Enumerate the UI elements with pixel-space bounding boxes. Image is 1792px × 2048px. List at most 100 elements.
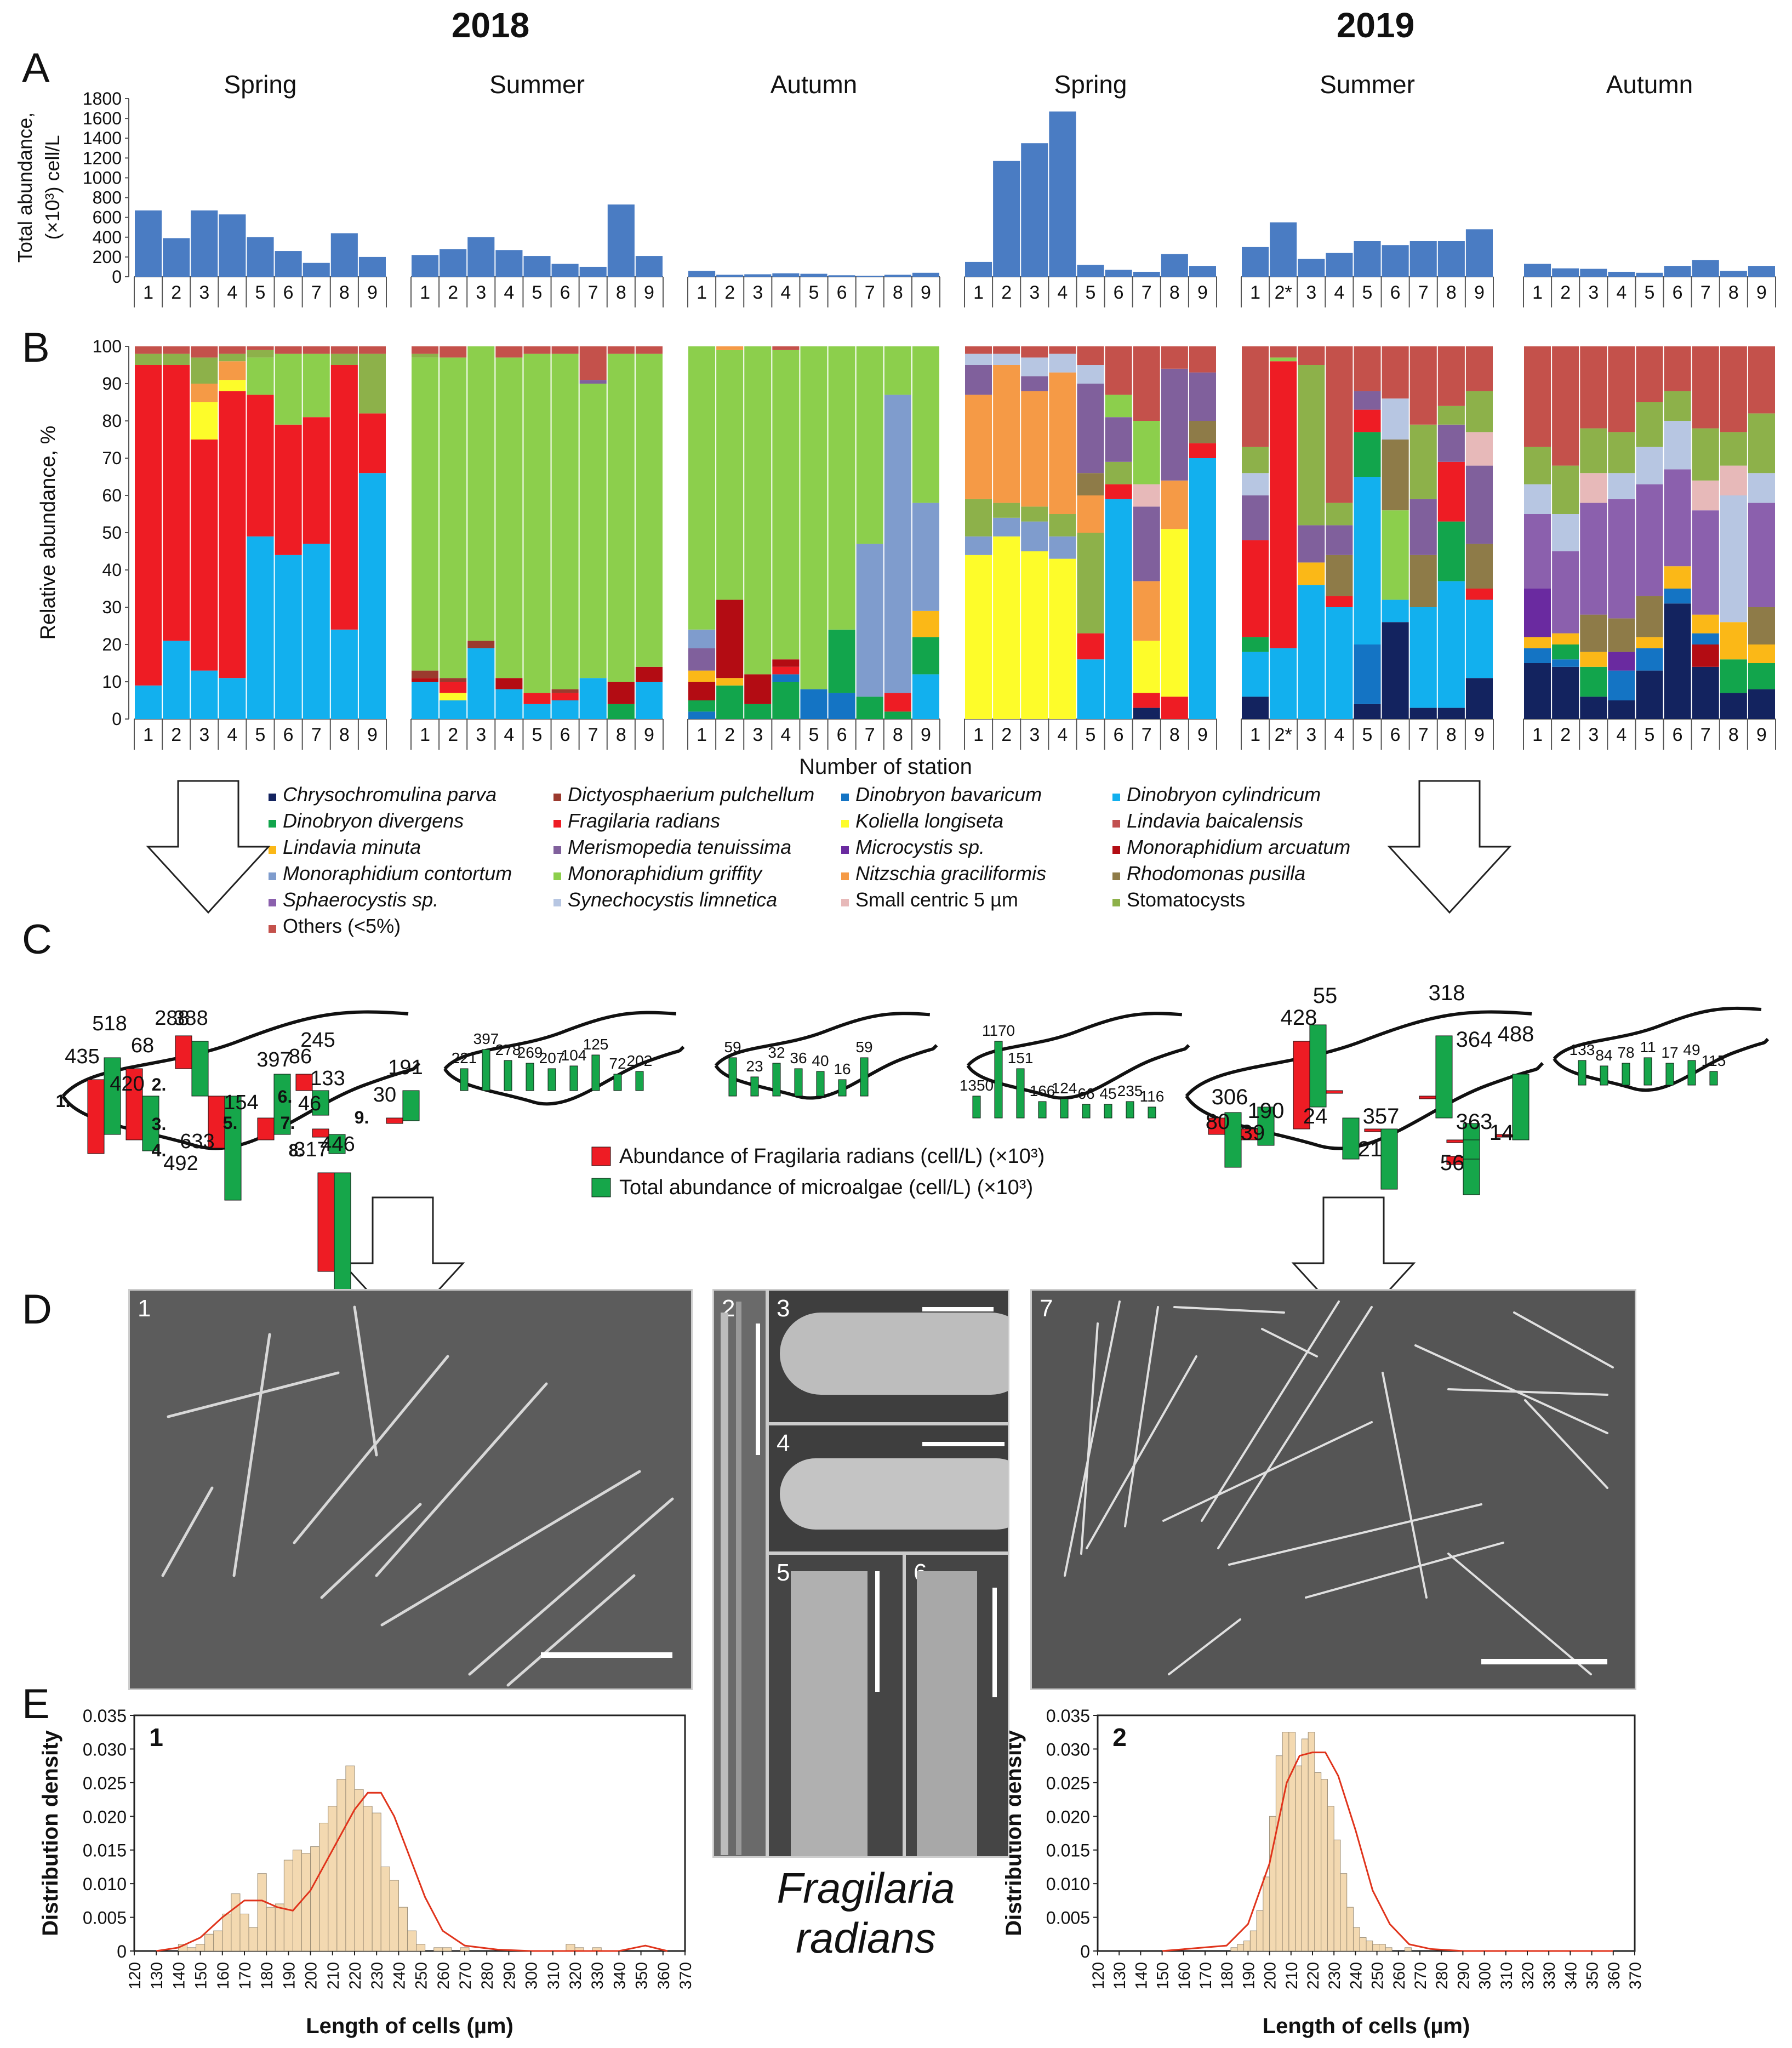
x-tick-label: 130 [1111,1962,1129,1989]
stacked-segment [772,666,800,675]
stacked-segment [412,346,439,354]
stacked-segment [1326,346,1353,503]
map-value-label: 72 [609,1055,626,1072]
stacked-segment [440,678,467,682]
panel-letter: C [22,916,52,963]
sem-panel-label: 3 [777,1295,790,1322]
stacked-segment [358,473,386,719]
station-label: 8 [616,282,626,303]
scale-bar [992,1588,997,1697]
y-tick-label: 0.005 [1046,1908,1090,1928]
map-value-label: 488 [1498,1022,1534,1046]
y-tick-label: 1800 [83,89,122,109]
station-label: 6 [1114,282,1124,303]
stacked-segment [716,346,744,350]
abundance-bar [1326,253,1353,277]
histogram-bar [231,1893,241,1952]
stacked-segment [551,700,579,719]
map-value-label: 104 [561,1047,587,1064]
map-value-label: 235 [1117,1082,1143,1099]
station-label: 3 [476,724,486,745]
station-label: 5 [255,282,266,303]
stacked-segment [1465,432,1493,466]
stacked-segment [1692,510,1719,615]
stacked-segment [1242,346,1269,447]
total-bar [1309,1024,1327,1108]
x-tick-label: 340 [1562,1962,1580,1989]
histogram-bar [310,1846,320,1952]
stacked-segment [1242,473,1269,495]
abundance-bar [1242,247,1269,277]
total-bar [224,1096,242,1201]
stacked-segment [163,641,190,719]
stacked-segment [716,685,744,719]
map-value-label: 30 [373,1083,396,1106]
y-tick-label: 0.025 [1046,1773,1090,1793]
stacked-segment [965,499,992,537]
histogram-bar [1385,1947,1392,1952]
stacked-segment [1524,484,1551,514]
abundance-bar [1409,241,1437,277]
legend-label: Microcystis sp. [855,836,985,858]
x-tick-label: 370 [677,1962,695,1989]
scale-bar [756,1324,760,1455]
abundance-bar [163,238,190,277]
stacked-segment [1720,465,1747,495]
station-label: 4 [1616,724,1627,745]
season-label: Summer [489,70,585,99]
stacked-segment [1077,473,1104,495]
station-label: 3 [1306,724,1316,745]
map-value-label: 23 [746,1058,763,1075]
abundance-bar [965,261,992,277]
stacked-segment [1552,666,1579,719]
legend-label: Monoraphidium contortum [283,862,512,885]
legend-label: Total abundance of microalgae (cell/L) (… [619,1176,1033,1199]
stacked-segment [1437,461,1465,522]
y-tick-label: 10 [102,672,122,692]
abundance-bar [1021,143,1048,277]
stacked-segment [828,693,855,719]
map-value-label: 435 [65,1045,99,1068]
station-label: 1 [1250,282,1260,303]
legend-swatch [269,794,276,801]
station-label: 6 [1390,724,1401,745]
panel-letter: A [22,45,50,92]
x-tick-label: 220 [346,1962,364,1989]
stacked-segment [1270,346,1297,358]
total-bar-mini [1082,1104,1091,1119]
stacked-segment [1748,644,1775,663]
station-label: 4 [1334,724,1344,745]
station-label: 6 [1114,724,1124,745]
legend-swatch [1112,899,1120,906]
station-label: 5 [532,282,543,303]
stacked-segment [635,353,663,667]
legend-label: Monoraphidium griffity [568,862,763,885]
station-label: 2* [1275,282,1292,303]
station-label: 8 [1728,724,1739,745]
legend-label: Dictyosphaerium pulchellum [568,783,814,806]
station-label: 3 [476,282,486,303]
stacked-segment [772,659,800,667]
stacked-segment [1382,622,1409,719]
stacked-segment [247,536,274,719]
stacked-segment [1720,659,1747,693]
x-tick-label: 250 [413,1962,431,1989]
station-label: 4 [1616,282,1627,303]
legend-swatch [841,820,849,828]
histogram-bar [372,1812,381,1952]
stacked-segment [965,365,992,395]
total-bar [191,1041,209,1097]
station-label: 3 [1306,282,1316,303]
stacked-segment [1552,346,1579,466]
legend-swatch [841,794,849,801]
x-tick-label: 210 [324,1962,343,1989]
stacked-segment [1692,614,1719,634]
stacked-segment [1161,368,1188,481]
stacked-segment [993,365,1020,503]
map-value-label: 24 [1303,1104,1328,1128]
legend-swatch [553,794,561,801]
total-bar-mini [972,1096,981,1119]
map-value-label: 364 [1456,1028,1493,1052]
legend-swatch [841,872,849,880]
abundance-bar [467,237,495,277]
